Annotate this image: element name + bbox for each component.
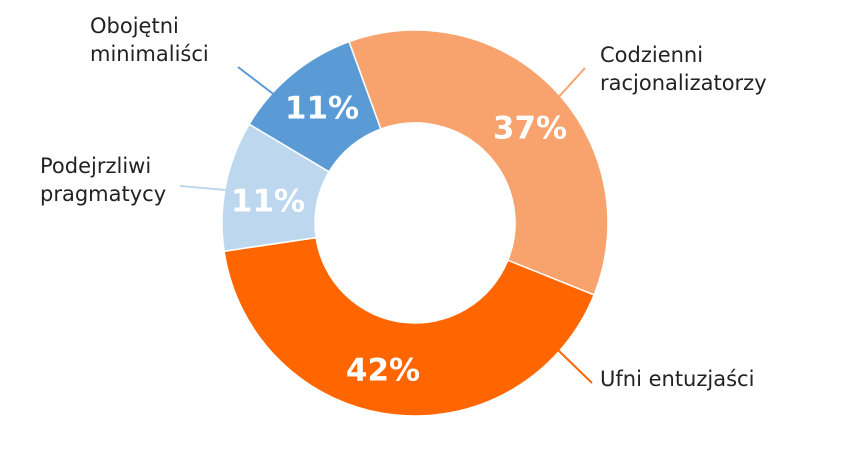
- value-label: 42%: [346, 353, 420, 389]
- value-label: 11%: [231, 184, 305, 220]
- category-label: Codzienni racjonalizatorzy: [600, 43, 767, 95]
- value-label: 11%: [285, 91, 359, 127]
- donut-segment: [348, 29, 609, 296]
- category-label: Ufni entuzjaści: [600, 367, 754, 391]
- category-label: Podejrzliwi pragmatycy: [40, 154, 166, 206]
- category-label: Obojętni minimaliści: [90, 14, 209, 66]
- value-label: 37%: [493, 111, 567, 147]
- leader-line: [557, 349, 593, 384]
- donut-segment: [223, 236, 596, 417]
- leader-line: [555, 67, 586, 101]
- leader-line: [179, 185, 227, 191]
- leader-line: [237, 66, 277, 97]
